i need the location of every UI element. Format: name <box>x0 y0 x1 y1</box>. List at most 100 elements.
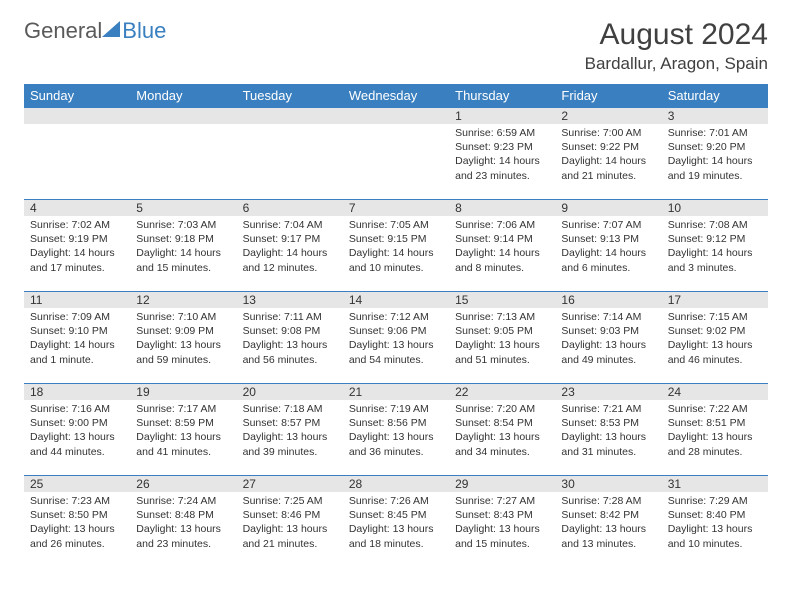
daylight-line: Daylight: 13 hours and 36 minutes. <box>349 430 443 458</box>
sunrise-line: Sunrise: 7:26 AM <box>349 494 443 508</box>
day-details: Sunrise: 7:24 AMSunset: 8:48 PMDaylight:… <box>130 492 236 555</box>
daylight-line: Daylight: 14 hours and 17 minutes. <box>30 246 124 274</box>
daylight-line-label: Daylight: <box>349 523 393 535</box>
empty-day-bar <box>237 108 343 124</box>
day-number: 14 <box>343 292 449 308</box>
daylight-line-label: Daylight: <box>136 523 180 535</box>
sunrise-line-label: Sunrise: <box>455 219 496 231</box>
sunrise-line-value: 7:27 AM <box>497 495 536 507</box>
sunset-line-label: Sunset: <box>668 325 707 337</box>
day-details: Sunrise: 7:07 AMSunset: 9:13 PMDaylight:… <box>555 216 661 279</box>
daylight-line-label: Daylight: <box>455 155 499 167</box>
sunset-line-value: 9:17 PM <box>281 233 320 245</box>
daylight-line-label: Daylight: <box>30 247 74 259</box>
sunrise-line: Sunrise: 7:12 AM <box>349 310 443 324</box>
sunset-line-label: Sunset: <box>30 417 69 429</box>
sunset-line-label: Sunset: <box>30 233 69 245</box>
sunrise-line-value: 7:03 AM <box>178 219 217 231</box>
sunrise-line: Sunrise: 7:00 AM <box>561 126 655 140</box>
calendar-day-cell: 5Sunrise: 7:03 AMSunset: 9:18 PMDaylight… <box>130 200 236 292</box>
daylight-line: Daylight: 14 hours and 21 minutes. <box>561 154 655 182</box>
sunrise-line-label: Sunrise: <box>668 127 709 139</box>
sunset-line: Sunset: 8:57 PM <box>243 416 337 430</box>
title-block: August 2024 Bardallur, Aragon, Spain <box>585 18 768 74</box>
sunrise-line: Sunrise: 7:22 AM <box>668 402 762 416</box>
day-details: Sunrise: 7:22 AMSunset: 8:51 PMDaylight:… <box>662 400 768 463</box>
sunset-line-label: Sunset: <box>668 417 707 429</box>
calendar-week-row: 25Sunrise: 7:23 AMSunset: 8:50 PMDayligh… <box>24 476 768 568</box>
daylight-line-label: Daylight: <box>455 247 499 259</box>
sunset-line-value: 8:51 PM <box>706 417 745 429</box>
daylight-line: Daylight: 13 hours and 34 minutes. <box>455 430 549 458</box>
sunrise-line-label: Sunrise: <box>668 403 709 415</box>
day-details: Sunrise: 6:59 AMSunset: 9:23 PMDaylight:… <box>449 124 555 187</box>
daylight-line-label: Daylight: <box>136 431 180 443</box>
calendar-day-cell: 9Sunrise: 7:07 AMSunset: 9:13 PMDaylight… <box>555 200 661 292</box>
sunrise-line: Sunrise: 7:28 AM <box>561 494 655 508</box>
sunset-line-label: Sunset: <box>136 509 175 521</box>
sunrise-line: Sunrise: 7:04 AM <box>243 218 337 232</box>
daylight-line: Daylight: 13 hours and 49 minutes. <box>561 338 655 366</box>
sunset-line-label: Sunset: <box>455 509 494 521</box>
day-details: Sunrise: 7:18 AMSunset: 8:57 PMDaylight:… <box>237 400 343 463</box>
day-details: Sunrise: 7:02 AMSunset: 9:19 PMDaylight:… <box>24 216 130 279</box>
daylight-line: Daylight: 14 hours and 23 minutes. <box>455 154 549 182</box>
sunrise-line-label: Sunrise: <box>136 219 177 231</box>
sunset-line-value: 9:12 PM <box>706 233 745 245</box>
daylight-line: Daylight: 14 hours and 6 minutes. <box>561 246 655 274</box>
sunrise-line-label: Sunrise: <box>243 311 284 323</box>
daylight-line: Daylight: 14 hours and 10 minutes. <box>349 246 443 274</box>
sunrise-line-value: 7:15 AM <box>709 311 748 323</box>
day-details: Sunrise: 7:01 AMSunset: 9:20 PMDaylight:… <box>662 124 768 187</box>
day-details: Sunrise: 7:10 AMSunset: 9:09 PMDaylight:… <box>130 308 236 371</box>
sunset-line-value: 9:00 PM <box>69 417 108 429</box>
sunset-line: Sunset: 8:51 PM <box>668 416 762 430</box>
calendar-day-cell: 2Sunrise: 7:00 AMSunset: 9:22 PMDaylight… <box>555 108 661 200</box>
sunrise-line-value: 7:24 AM <box>178 495 217 507</box>
daylight-line: Daylight: 13 hours and 54 minutes. <box>349 338 443 366</box>
daylight-line: Daylight: 13 hours and 59 minutes. <box>136 338 230 366</box>
sunrise-line: Sunrise: 7:03 AM <box>136 218 230 232</box>
sunrise-line-label: Sunrise: <box>561 403 602 415</box>
daylight-line: Daylight: 14 hours and 1 minute. <box>30 338 124 366</box>
calendar-day-cell: 15Sunrise: 7:13 AMSunset: 9:05 PMDayligh… <box>449 292 555 384</box>
sunset-line-label: Sunset: <box>243 233 282 245</box>
sunset-line-value: 9:02 PM <box>706 325 745 337</box>
daylight-line: Daylight: 13 hours and 51 minutes. <box>455 338 549 366</box>
daylight-line-label: Daylight: <box>30 339 74 351</box>
weekday-header: Tuesday <box>237 84 343 108</box>
daylight-line-label: Daylight: <box>136 247 180 259</box>
calendar-week-row: 18Sunrise: 7:16 AMSunset: 9:00 PMDayligh… <box>24 384 768 476</box>
day-details: Sunrise: 7:12 AMSunset: 9:06 PMDaylight:… <box>343 308 449 371</box>
calendar-table: SundayMondayTuesdayWednesdayThursdayFrid… <box>24 84 768 568</box>
sunset-line: Sunset: 8:56 PM <box>349 416 443 430</box>
day-number: 22 <box>449 384 555 400</box>
sunrise-line-label: Sunrise: <box>668 495 709 507</box>
calendar-day-cell: 17Sunrise: 7:15 AMSunset: 9:02 PMDayligh… <box>662 292 768 384</box>
day-details: Sunrise: 7:00 AMSunset: 9:22 PMDaylight:… <box>555 124 661 187</box>
calendar-day-cell: 13Sunrise: 7:11 AMSunset: 9:08 PMDayligh… <box>237 292 343 384</box>
day-number: 31 <box>662 476 768 492</box>
day-number: 15 <box>449 292 555 308</box>
sunset-line-label: Sunset: <box>668 141 707 153</box>
sunset-line-value: 8:43 PM <box>494 509 533 521</box>
day-number: 12 <box>130 292 236 308</box>
weekday-header: Wednesday <box>343 84 449 108</box>
day-number: 21 <box>343 384 449 400</box>
sunrise-line: Sunrise: 7:27 AM <box>455 494 549 508</box>
calendar-day-cell <box>343 108 449 200</box>
sunrise-line-label: Sunrise: <box>349 403 390 415</box>
daylight-line: Daylight: 13 hours and 44 minutes. <box>30 430 124 458</box>
sunset-line-value: 8:50 PM <box>69 509 108 521</box>
daylight-line-label: Daylight: <box>455 431 499 443</box>
day-number: 9 <box>555 200 661 216</box>
calendar-day-cell: 29Sunrise: 7:27 AMSunset: 8:43 PMDayligh… <box>449 476 555 568</box>
sunset-line-value: 8:48 PM <box>175 509 214 521</box>
sunset-line: Sunset: 8:50 PM <box>30 508 124 522</box>
sunrise-line-value: 7:23 AM <box>71 495 110 507</box>
day-number: 5 <box>130 200 236 216</box>
sunrise-line-value: 7:22 AM <box>709 403 748 415</box>
day-number: 25 <box>24 476 130 492</box>
sunrise-line: Sunrise: 7:07 AM <box>561 218 655 232</box>
calendar-week-row: 1Sunrise: 6:59 AMSunset: 9:23 PMDaylight… <box>24 108 768 200</box>
